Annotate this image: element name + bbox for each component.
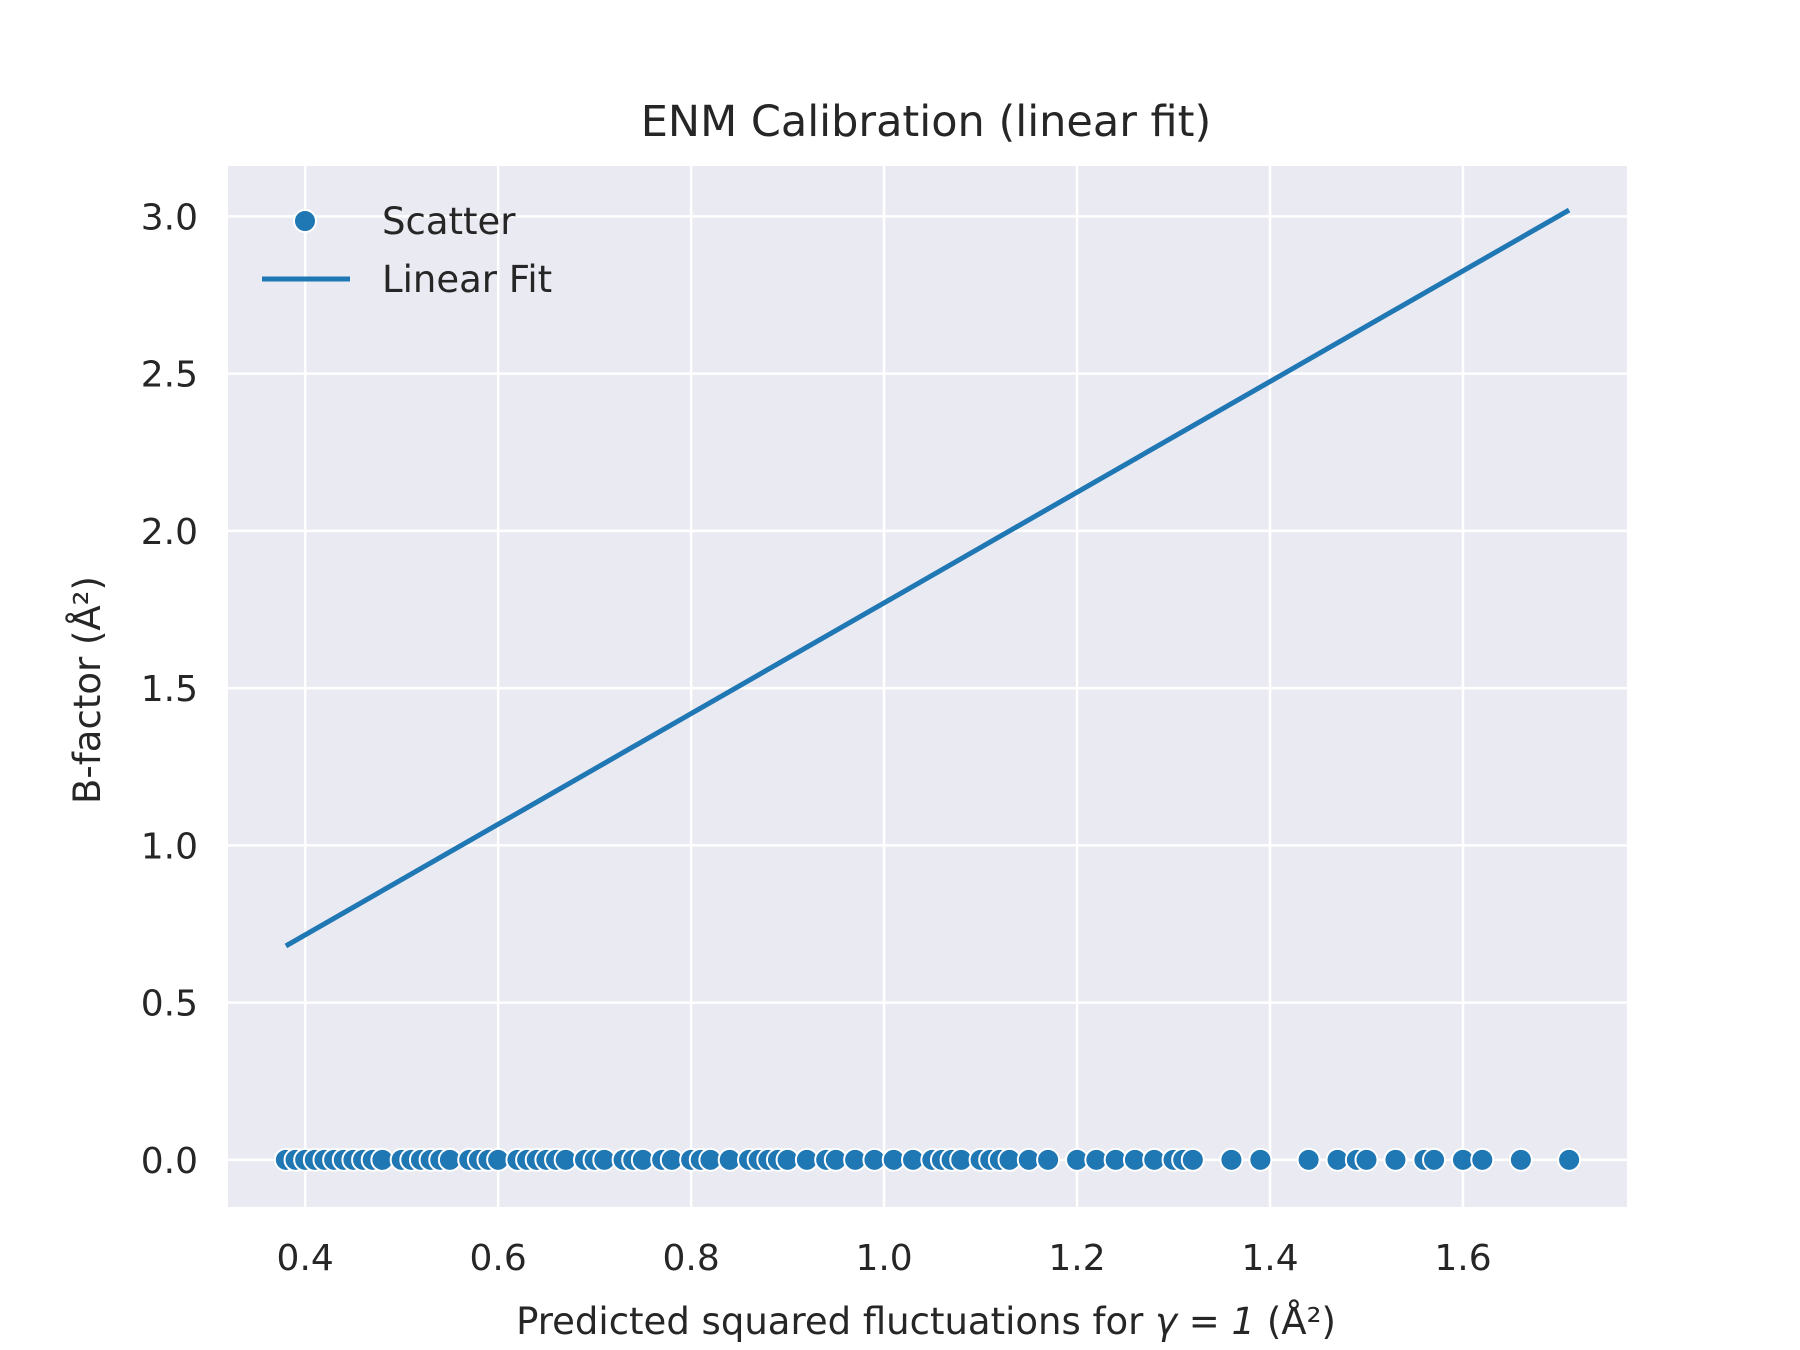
legend-label-linear-fit: Linear Fit (382, 258, 552, 301)
scatter-point (1470, 1147, 1495, 1172)
scatter-point (1557, 1147, 1582, 1172)
x-axis-label-space (1255, 1300, 1267, 1343)
x-axis-label-unit: (Å²) (1267, 1299, 1336, 1343)
scatter-point (1354, 1147, 1379, 1172)
x-tick-label: 1.6 (1434, 1238, 1491, 1279)
scatter-point (1219, 1147, 1244, 1172)
scatter-point (1422, 1147, 1447, 1172)
scatter-point (1383, 1147, 1408, 1172)
scatter-point (1248, 1147, 1273, 1172)
scatter-point (1508, 1147, 1533, 1172)
y-tick-label: 2.0 (141, 512, 198, 553)
x-tick-label: 1.0 (855, 1238, 912, 1279)
plot-area (228, 166, 1627, 1207)
x-tick-label: 0.8 (662, 1238, 719, 1279)
x-axis-label: Predicted squared fluctuations for γ = 1… (516, 1299, 1336, 1343)
scatter-point (1036, 1147, 1061, 1172)
y-tick-label: 1.0 (141, 826, 198, 867)
y-tick-label: 1.5 (141, 669, 198, 710)
y-tick-label: 2.5 (141, 355, 198, 396)
x-tick-label: 1.4 (1241, 1238, 1298, 1279)
fit-layer (284, 207, 1571, 949)
y-axis-ticks: 0.0 0.5 1.0 1.5 2.0 2.5 3.0 (141, 197, 198, 1182)
scatter-point (1296, 1147, 1321, 1172)
x-axis-label-prefix: Predicted squared fluctuations for (516, 1300, 1155, 1343)
y-tick-label: 0.0 (141, 1141, 198, 1182)
x-tick-label: 1.2 (1048, 1238, 1105, 1279)
legend: Scatter Linear Fit (262, 200, 552, 301)
x-tick-label: 0.4 (277, 1238, 334, 1279)
legend-label-scatter: Scatter (382, 200, 516, 243)
linear-fit-line (284, 207, 1571, 949)
y-tick-label: 3.0 (141, 197, 198, 238)
scatter-point (1180, 1147, 1205, 1172)
y-tick-label: 0.5 (141, 984, 198, 1025)
x-axis-ticks: 0.4 0.6 0.8 1.0 1.2 1.4 1.6 (277, 1238, 1492, 1279)
x-axis-label-symbol: γ = 1 (1155, 1300, 1255, 1343)
legend-scatter-marker (293, 209, 317, 233)
scatter-layer (273, 1147, 1582, 1172)
chart-title: ENM Calibration (linear fit) (641, 97, 1212, 147)
grid-lines (228, 166, 1627, 1207)
y-axis-label: B-factor (Å²) (65, 576, 109, 804)
x-tick-label: 0.6 (470, 1238, 527, 1279)
